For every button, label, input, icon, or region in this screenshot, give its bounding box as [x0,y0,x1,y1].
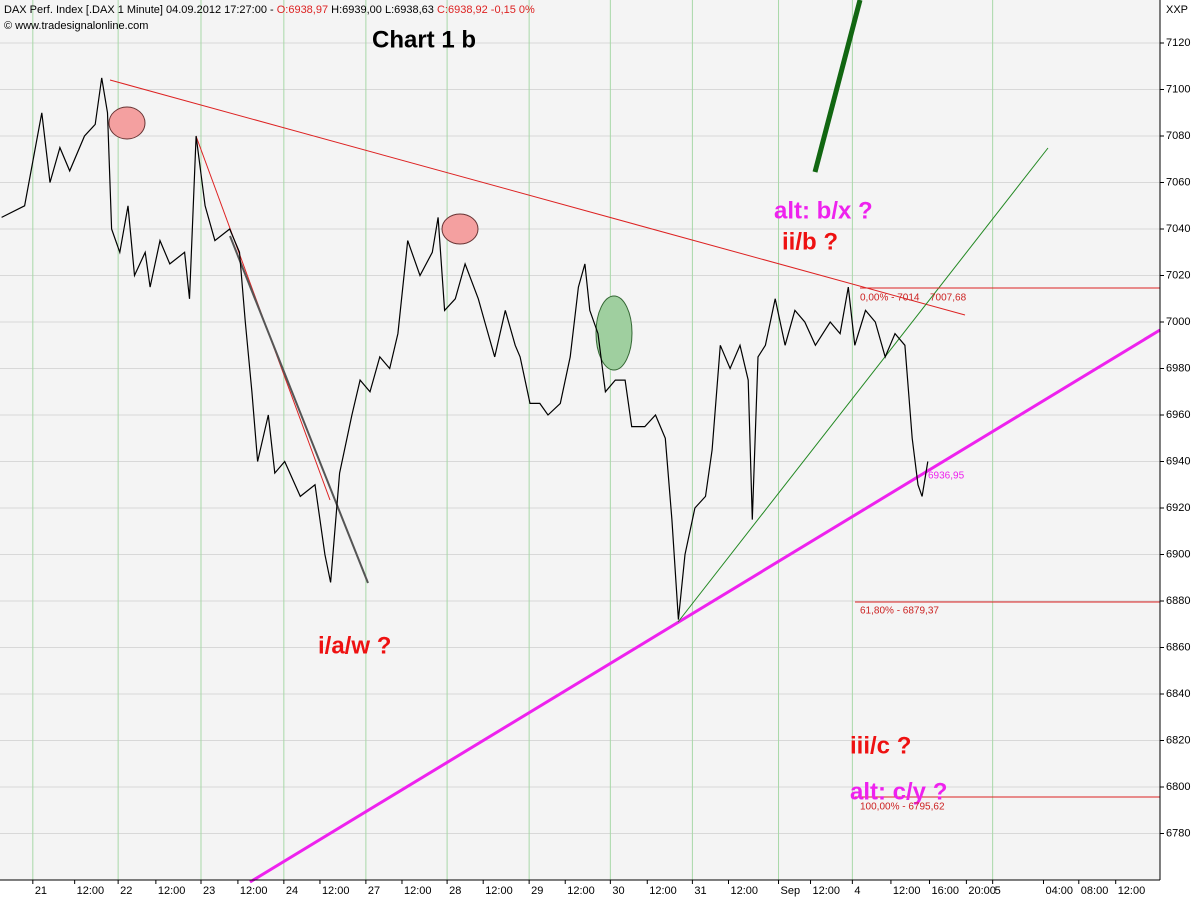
y-tick-label: 6860 [1166,641,1190,653]
x-tick-label: 12:00 [893,885,921,897]
y-tick-label: 6820 [1166,734,1190,746]
header-part: DAX Perf. Index [.DAX 1 Minute] 04.09.20… [4,4,277,16]
x-tick-label: 12:00 [1118,885,1146,897]
grid [0,0,1160,880]
annotation: alt: b/x ? [774,197,873,224]
header-part: O:6938,97 [277,4,328,16]
axis-area [1160,0,1200,900]
x-tick-label: 29 [531,885,543,897]
fib-label: 7007,68 [930,293,967,304]
x-tick-label: 12:00 [322,885,350,897]
x-tick-label: 30 [612,885,624,897]
header: DAX Perf. Index [.DAX 1 Minute] 04.09.20… [4,4,535,16]
x-tick-label: 12:00 [158,885,186,897]
plot-area [0,0,1160,880]
x-tick-label: 4 [854,885,860,897]
annotation: i/a/w ? [318,632,391,659]
price-layer [1,77,929,620]
x-tick-label: 5 [995,885,1001,897]
trendline [812,0,863,173]
annotation: alt: c/y ? [850,778,947,805]
x-tick-label: 12:00 [485,885,513,897]
y-tick-label: 6880 [1166,595,1190,607]
x-tick-label: 24 [286,885,298,897]
x-tick-label: 23 [203,885,215,897]
x-tick-label: 12:00 [649,885,677,897]
trendline [677,147,1049,623]
y-tick-label: 6780 [1166,827,1190,839]
marker-ellipse [595,295,633,371]
x-tick-label: 27 [368,885,380,897]
trendline [109,79,966,316]
y-tick-label: 6900 [1166,548,1190,560]
x-tick-label: 22 [120,885,132,897]
copyright: © www.tradesignalonline.com [4,20,148,32]
drawings [108,0,1161,884]
x-tick-label: 20:00 [968,885,996,897]
x-tick-label: 31 [694,885,706,897]
y-tick-label: 7020 [1166,269,1190,281]
x-tick-label: 12:00 [813,885,841,897]
axis-label: XXP [1166,4,1188,16]
x-tick-label: 16:00 [931,885,959,897]
y-tick-label: 7040 [1166,223,1190,235]
chart-title: Chart 1 b [372,26,476,53]
y-tick-label: 7120 [1166,37,1190,49]
y-tick-label: 7000 [1166,316,1190,328]
y-tick-label: 7080 [1166,130,1190,142]
fib-label: 0,00% - 7014 [860,293,920,304]
x-tick-label: 28 [449,885,461,897]
y-tick-label: 7060 [1166,176,1190,188]
x-tick-label: 04:00 [1046,885,1074,897]
marker-ellipse [108,106,146,140]
x-tick-label: 21 [35,885,47,897]
x-tick-label: 12:00 [404,885,432,897]
price-line [1,77,929,620]
x-tick-label: 08:00 [1081,885,1109,897]
trendline [249,328,1161,884]
header-part: H:6939,00 L:6938,63 [328,4,437,16]
y-tick-label: 7100 [1166,83,1190,95]
axis-area [0,880,1160,900]
marker-ellipse [441,213,479,245]
fib-label: 61,80% - 6879,37 [860,606,939,617]
y-tick-label: 6840 [1166,688,1190,700]
fib-label: 6936,95 [928,471,965,482]
header-part: C:6938,92 -0,15 0% [437,4,535,16]
x-tick-label: 12:00 [567,885,595,897]
x-tick-label: Sep [781,885,801,897]
x-tick-label: 12:00 [240,885,268,897]
y-tick-label: 6800 [1166,781,1190,793]
annotation: iii/c ? [850,732,911,759]
x-tick-label: 12:00 [730,885,758,897]
y-tick-label: 6920 [1166,502,1190,514]
annotation: ii/b ? [782,228,838,255]
trendline [229,235,369,584]
x-tick-label: 12:00 [77,885,105,897]
fib-label: 100,00% - 6795,62 [860,802,945,813]
y-tick-label: 6940 [1166,455,1190,467]
y-tick-label: 6960 [1166,409,1190,421]
y-tick-label: 6980 [1166,362,1190,374]
